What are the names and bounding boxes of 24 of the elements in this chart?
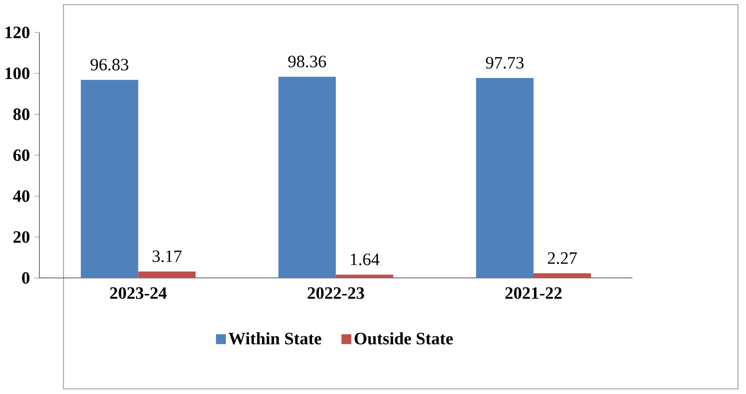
data-label: 98.36 xyxy=(288,56,326,68)
data-label: 1.64 xyxy=(350,254,380,266)
data-label: 2.27 xyxy=(548,252,577,264)
bar xyxy=(336,274,394,278)
y-tick-label: 40 xyxy=(13,190,30,202)
y-tick-label: 20 xyxy=(13,231,30,243)
bar xyxy=(534,273,591,278)
data-label: 3.17 xyxy=(152,250,182,262)
bar xyxy=(80,80,138,278)
data-label: 97.73 xyxy=(486,57,524,69)
x-tick-label: 2023-24 xyxy=(110,287,167,300)
legend-label: Outside State xyxy=(354,332,453,345)
y-tick-label: 100 xyxy=(6,68,30,80)
bar xyxy=(138,272,196,278)
bar xyxy=(476,78,534,278)
data-label: 96.83 xyxy=(90,58,128,71)
x-tick-label: 2022-23 xyxy=(308,287,364,300)
y-tick-label: 120 xyxy=(6,26,30,38)
x-tick-label: 2021-22 xyxy=(505,287,562,300)
y-tick-label: 60 xyxy=(13,149,30,162)
legend-label: Within State xyxy=(228,332,322,345)
y-tick-label: 0 xyxy=(22,272,30,284)
y-tick-label: 80 xyxy=(13,108,30,120)
bar xyxy=(278,76,336,278)
